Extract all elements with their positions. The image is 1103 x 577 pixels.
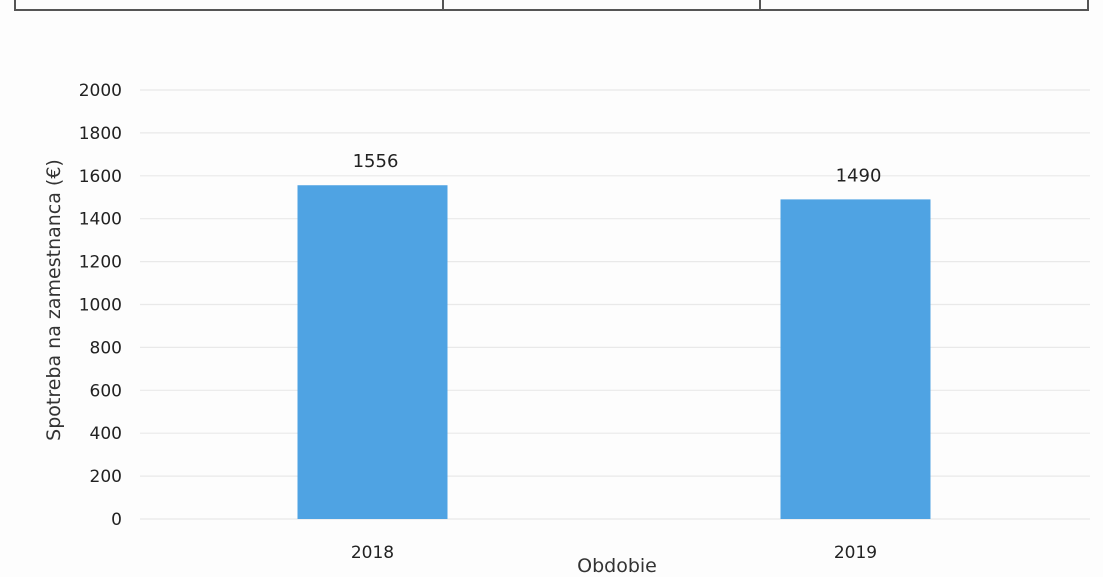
y-tick-label: 1200 xyxy=(79,253,122,273)
table-fragment xyxy=(14,0,1089,11)
x-tick-label-2019: 2019 xyxy=(834,543,877,563)
x-axis-title: Obdobie xyxy=(577,555,657,577)
data-label-2018: 1556 xyxy=(353,151,399,172)
y-tick-label: 0 xyxy=(111,510,122,530)
gridlines xyxy=(140,89,1090,520)
table-divider xyxy=(442,0,444,9)
y-axis-title: Spotreba na zamestnanca (€) xyxy=(43,159,65,441)
y-tick-label: 400 xyxy=(90,424,122,444)
y-tick-label: 600 xyxy=(90,381,122,401)
table-divider xyxy=(759,0,761,9)
x-axis-ticks: 2018 2019 xyxy=(351,543,877,563)
y-axis-ticks: 0 200 400 600 800 1000 1200 1400 1600 1800 2000 xyxy=(79,81,122,530)
y-tick-label: 1800 xyxy=(79,124,122,144)
y-tick-label: 800 xyxy=(90,338,122,358)
bar-2018 xyxy=(297,185,448,519)
bar-2019 xyxy=(780,199,931,519)
y-tick-label: 1000 xyxy=(79,296,122,316)
x-tick-label-2018: 2018 xyxy=(351,543,394,563)
y-tick-label: 2000 xyxy=(79,81,122,101)
data-label-2019: 1490 xyxy=(836,165,882,186)
data-labels: 1556 1490 xyxy=(353,151,882,186)
y-tick-label: 1600 xyxy=(79,167,122,187)
bars xyxy=(297,185,931,519)
y-tick-label: 200 xyxy=(90,467,122,487)
y-tick-label: 1400 xyxy=(79,210,122,230)
